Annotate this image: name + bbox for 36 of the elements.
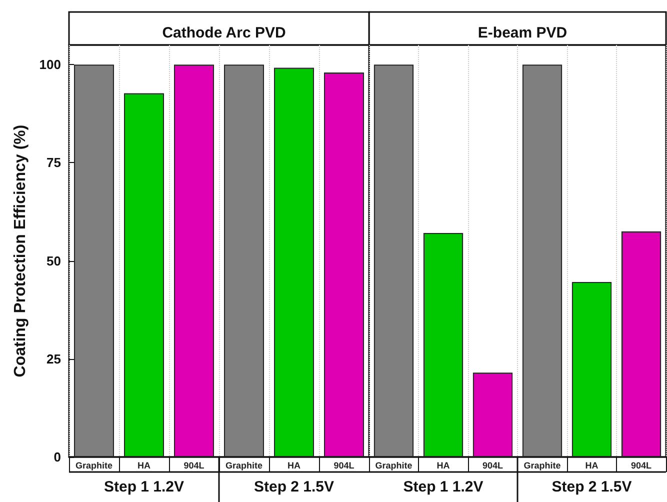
bar xyxy=(124,93,164,457)
y-tick-label: 75 xyxy=(46,155,61,170)
x-tick-label: HA xyxy=(436,460,450,470)
text: Step 2 1.5V xyxy=(254,478,334,496)
text: Step 1 1.2V xyxy=(104,478,184,496)
text: Step 1 1.2V xyxy=(403,478,484,496)
y-tick-label: 0 xyxy=(54,450,61,464)
y-tick-label: 100 xyxy=(39,57,61,72)
x-tick-label: Graphite xyxy=(524,460,561,470)
bar xyxy=(572,282,612,457)
bar xyxy=(423,232,464,457)
bar xyxy=(374,64,414,457)
x-tick-label: Graphite xyxy=(375,460,412,470)
x-tick-label: Graphite xyxy=(225,460,263,470)
bar xyxy=(74,64,114,457)
x-tick-label: HA xyxy=(138,460,151,470)
chart-title: Cathode Arc PVD xyxy=(162,24,286,42)
text: Step 2 1.5V xyxy=(552,478,632,496)
bar xyxy=(472,372,513,457)
x-tick-label: 904L xyxy=(630,460,652,470)
x-tick-label: HA xyxy=(288,460,301,470)
bar xyxy=(174,64,214,457)
bar xyxy=(621,231,662,457)
bar xyxy=(324,72,364,457)
x-tick-label: HA xyxy=(585,460,599,470)
x-tick-label: Graphite xyxy=(75,460,113,470)
x-tick-label: 904L xyxy=(184,460,205,470)
bar xyxy=(274,68,314,457)
y-tick-label: 25 xyxy=(46,351,61,366)
bar xyxy=(522,64,562,457)
x-tick-label: 904L xyxy=(482,460,504,470)
y-axis-title: Coating Protection Efficiency (%) xyxy=(12,124,29,378)
bar xyxy=(224,64,264,457)
y-tick-label: 50 xyxy=(46,253,61,268)
x-tick-label: 904L xyxy=(334,460,355,470)
chart-title: E-beam PVD xyxy=(478,24,568,42)
